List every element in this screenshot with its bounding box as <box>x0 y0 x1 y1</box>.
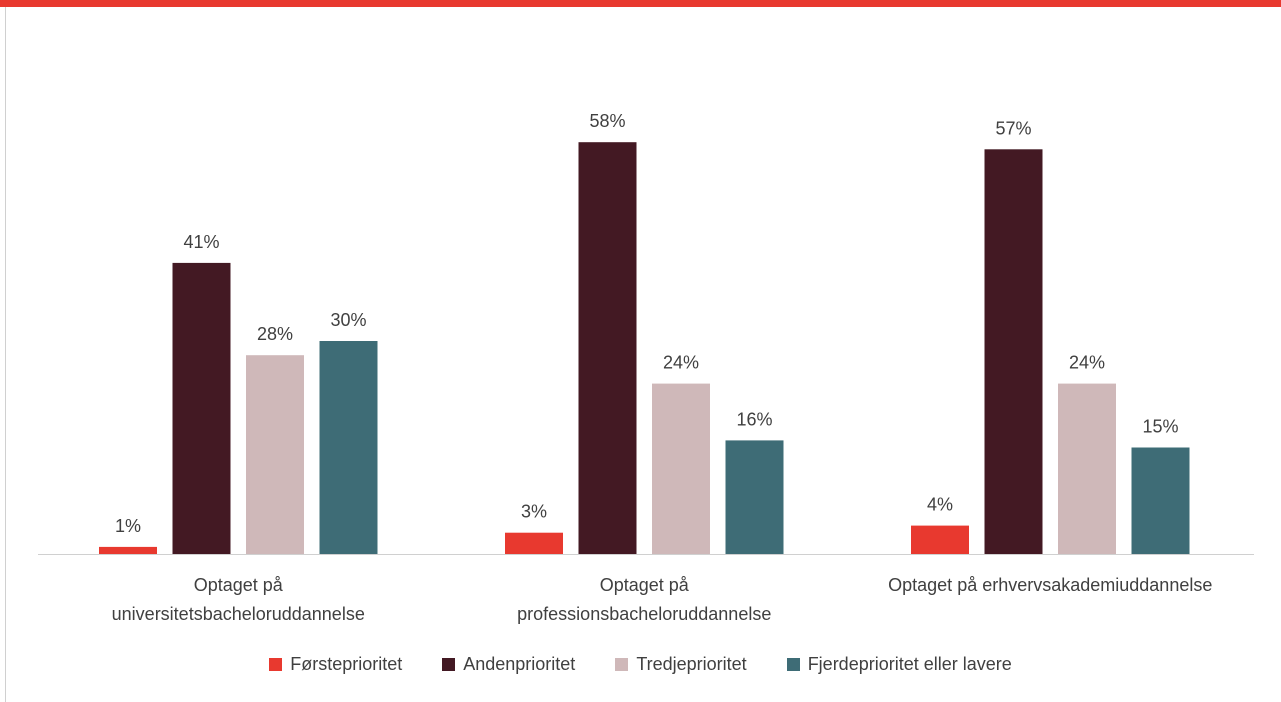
category-label: universitetsbacheloruddannelse <box>112 604 365 624</box>
bar <box>725 440 784 554</box>
category-label: Optaget på <box>600 575 690 595</box>
data-label: 30% <box>330 310 366 330</box>
chart-legend: Førsteprioritet Andenprioritet Tredjepri… <box>0 654 1281 675</box>
data-label: 16% <box>736 409 772 429</box>
top-accent-bar <box>0 0 1281 7</box>
data-label: 41% <box>183 232 219 252</box>
legend-item-forsteprioritet: Førsteprioritet <box>269 654 402 675</box>
legend-label: Andenprioritet <box>463 654 576 674</box>
legend-item-andenprioritet: Andenprioritet <box>442 654 575 675</box>
bar <box>172 262 231 554</box>
legend-item-fjerdeprioritet: Fjerdeprioritet eller lavere <box>786 654 1012 675</box>
legend-label: Fjerdeprioritet eller lavere <box>807 654 1012 674</box>
legend-label: Førsteprioritet <box>290 654 403 674</box>
legend-label: Tredjeprioritet <box>636 654 747 674</box>
data-label: 1% <box>115 516 141 536</box>
bar <box>246 355 304 554</box>
legend-swatch <box>269 658 283 671</box>
data-label: 24% <box>663 353 699 373</box>
data-label: 3% <box>521 502 547 522</box>
data-label: 57% <box>995 118 1031 138</box>
bar <box>911 525 969 554</box>
bar-chart: 1% 41% 28% 30% Optaget på universitetsbachelo… <box>38 111 1254 624</box>
legend-swatch <box>442 658 456 671</box>
legend-swatch <box>615 658 629 671</box>
bar <box>1058 383 1116 554</box>
category-label: professionsbacheloruddannelse <box>517 604 771 624</box>
legend-item-tredjeprioritet: Tredjeprioritet <box>615 654 747 675</box>
data-label: 15% <box>1142 417 1178 437</box>
left-border-line <box>5 7 6 702</box>
data-label: 24% <box>1069 353 1105 373</box>
data-label: 28% <box>257 324 293 344</box>
bar <box>984 149 1043 555</box>
bar <box>652 383 710 554</box>
category-label: Optaget på erhvervsakademiuddannelse <box>888 575 1212 595</box>
bar <box>99 546 157 554</box>
category-label: Optaget på <box>194 575 284 595</box>
data-label: 4% <box>927 495 953 515</box>
bar <box>578 142 637 554</box>
legend-swatch <box>786 658 800 671</box>
bar <box>505 532 563 554</box>
data-label: 58% <box>589 111 625 131</box>
bar <box>319 341 378 554</box>
bar <box>1131 447 1190 554</box>
